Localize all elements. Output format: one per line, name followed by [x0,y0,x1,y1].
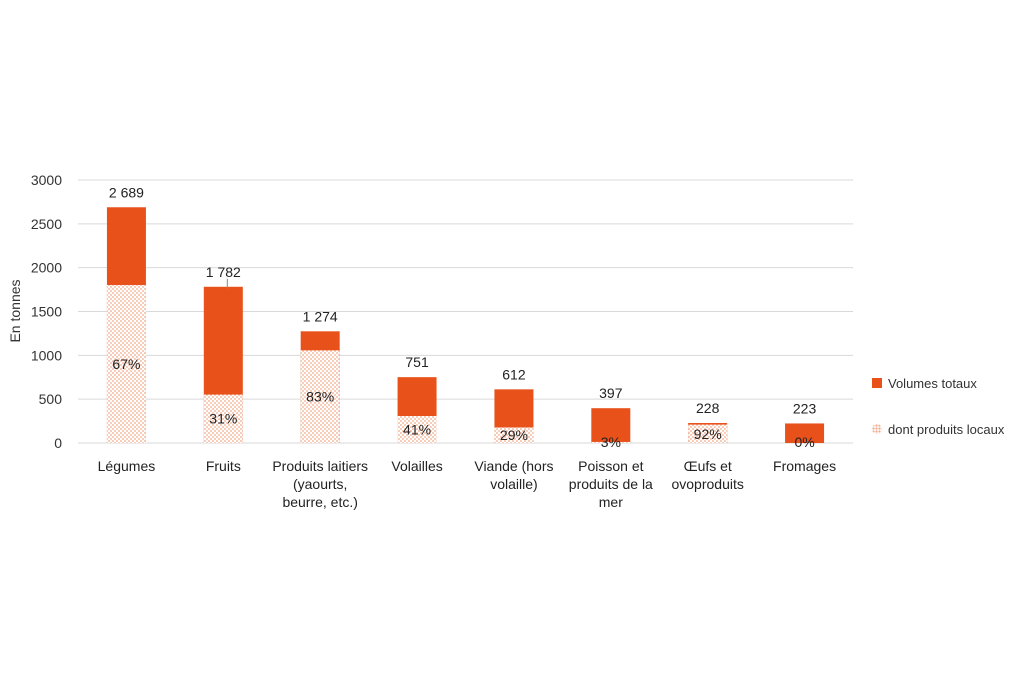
category-label: Produits laitiers (yaourts, beurre, etc.) [272,458,368,510]
y-axis-label: En tonnes [7,279,23,342]
legend-label-local: dont produits locaux [888,421,1005,437]
legend-swatch-total [872,378,882,388]
category-label: Œufs et ovoproduits [671,458,743,492]
category-label: Fruits [206,458,241,474]
local-share-label: 92% [694,426,722,442]
x-axis: Légumes Fruits Produits laitiers (yaourts, b… [98,458,836,510]
category-label: Fromages [773,458,836,474]
y-tick-label: 500 [39,391,63,407]
gridlines [78,179,853,444]
local-share-label: 0% [794,434,814,450]
legend-item-local: dont produits locaux [872,418,1004,440]
y-tick-label: 1500 [31,304,62,320]
legend-swatch-local [872,424,882,434]
bar-local [397,415,437,443]
local-share-label: 31% [209,411,237,427]
bar-total [785,423,825,443]
local-share-label: 67% [112,356,140,372]
value-label: 1 782 [206,264,241,280]
value-label: 228 [696,400,720,416]
y-tick-label: 2000 [31,260,62,276]
bar-local [591,441,631,443]
bars [106,207,825,443]
y-tick-label: 3000 [31,172,62,188]
value-label: 223 [793,400,817,416]
local-share-label: 83% [306,389,334,405]
y-tick-label: 2500 [31,216,62,232]
bar-local [688,424,728,443]
category-label: Poisson et produits de la mer [569,458,653,510]
bar-local [494,427,534,443]
local-share-label: 41% [403,421,431,437]
value-label: 1 274 [303,308,338,324]
category-label: Légumes [98,458,156,474]
bar-local [106,285,146,443]
y-tick-label: 1000 [31,347,62,363]
legend-item-total: Volumes totaux [872,372,1004,394]
legend: Volumes totaux dont produits locaux [872,372,1004,464]
legend-label-total: Volumes totaux [888,375,977,391]
value-label: 2 689 [109,184,144,200]
data-labels: 2 689 67% 1 782 31% 1 274 83% 751 41% 612 29% 397 3… [109,184,817,450]
bar-local [203,394,243,443]
bar-local [300,350,340,443]
bar-total [591,408,631,443]
category-label: Viande (hors volaille) [474,458,553,492]
category-label: Volailles [391,458,442,474]
y-tick-label: 0 [54,435,62,451]
value-label: 612 [502,366,526,382]
y-axis: 0 500 1000 1500 2000 2500 3000 [31,172,62,451]
value-label: 751 [405,354,429,370]
value-label: 397 [599,385,623,401]
local-share-label: 29% [500,427,528,443]
local-share-label: 3% [601,434,621,450]
